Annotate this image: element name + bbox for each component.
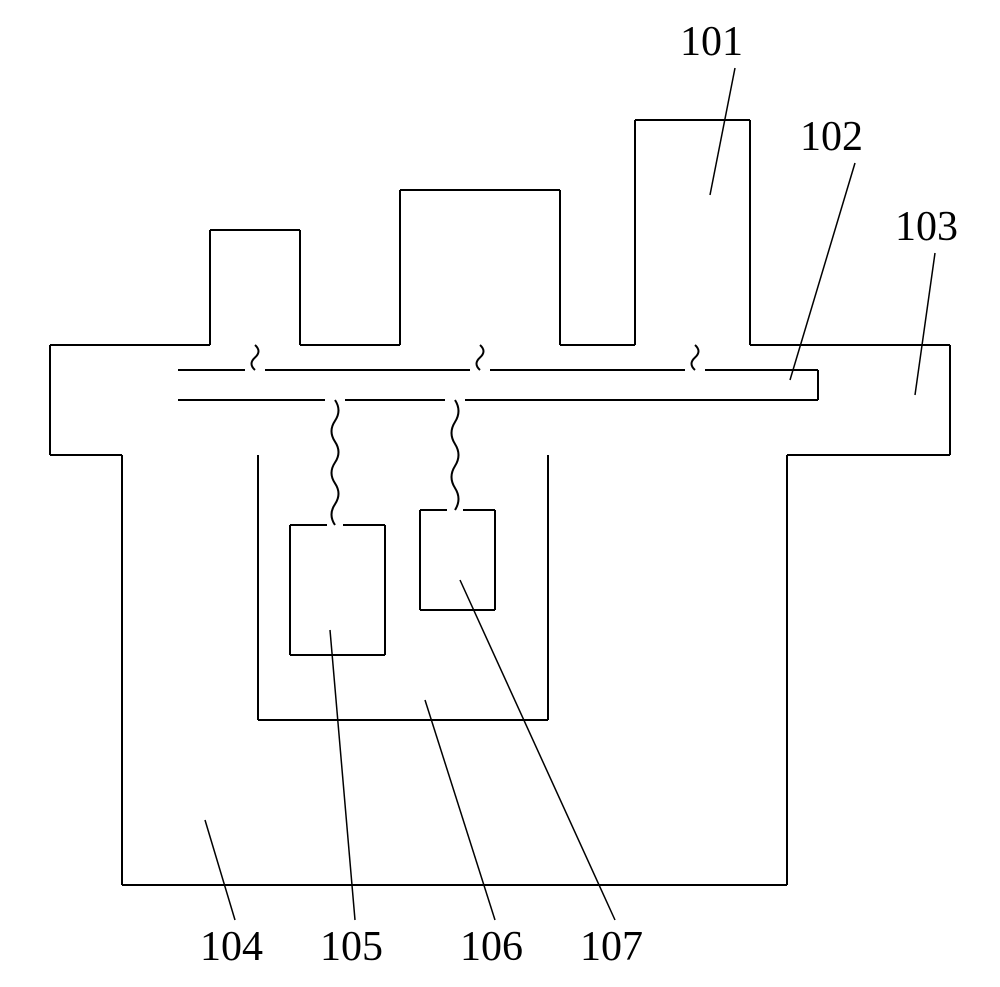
label-106: 106 — [460, 924, 523, 970]
label-102: 102 — [800, 114, 863, 160]
label-103: 103 — [895, 204, 958, 250]
label-105: 105 — [320, 924, 383, 970]
label-101: 101 — [680, 19, 743, 65]
label-107: 107 — [580, 924, 643, 970]
label-104: 104 — [200, 924, 263, 970]
